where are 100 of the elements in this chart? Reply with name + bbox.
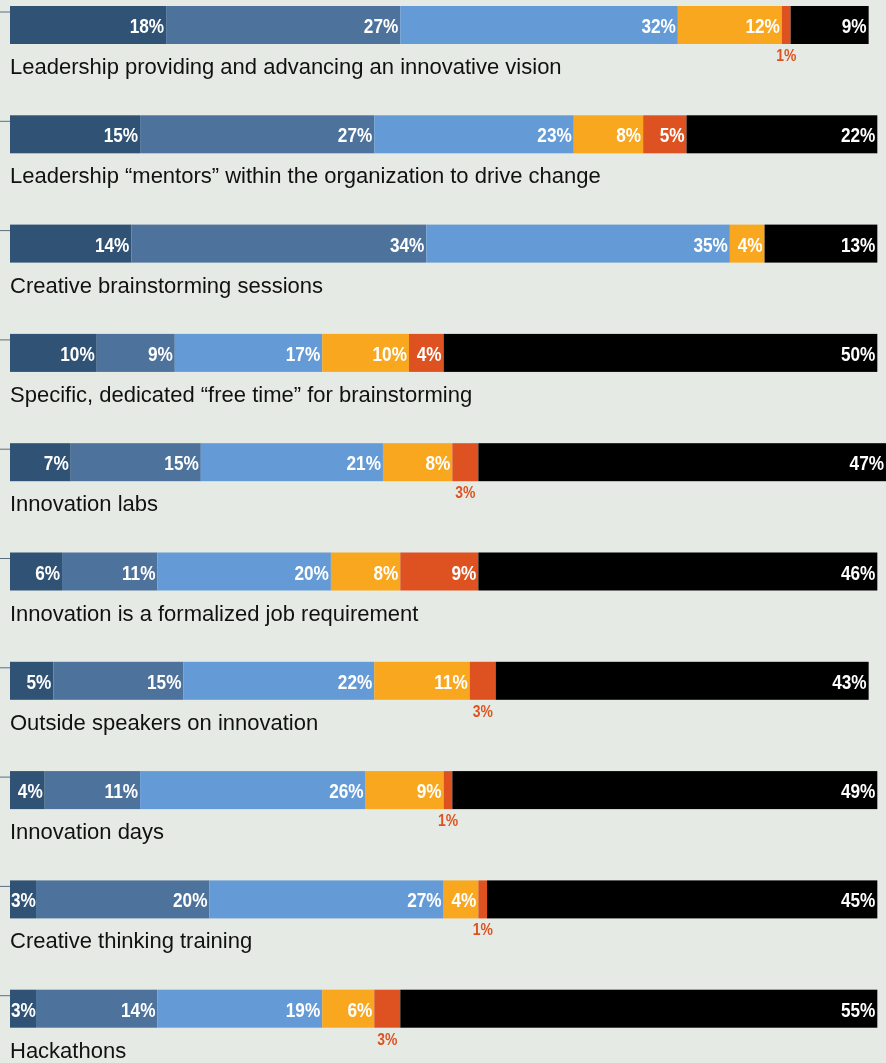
data-label: 1% (472, 920, 493, 939)
data-label: 18% (129, 14, 165, 38)
bar (452, 443, 479, 482)
data-label: 20% (173, 888, 208, 912)
data-label: 47% (849, 451, 884, 475)
data-label: 9% (451, 560, 477, 584)
data-label: 3% (11, 888, 36, 912)
data-label: 4% (17, 779, 43, 803)
bar (183, 661, 375, 700)
y-tick-label: Leadership “mentors” within the organization to drive change (10, 163, 601, 189)
bar (443, 333, 878, 372)
data-label: 3% (455, 482, 476, 502)
bar (157, 989, 323, 1028)
data-label: 27% (337, 123, 373, 147)
bar (200, 443, 383, 482)
bar (400, 989, 878, 1028)
data-label: 45% (840, 888, 876, 912)
bar (686, 115, 878, 154)
data-label: 4% (451, 888, 477, 912)
data-label: 15% (103, 123, 139, 147)
bar (10, 115, 141, 154)
data-label: 9% (416, 779, 442, 803)
data-label: 11% (434, 670, 468, 694)
y-tick-label: Leadership providing and advancing an innovative vision (10, 54, 562, 79)
data-label: 35% (693, 233, 728, 256)
data-label: 27% (363, 14, 399, 38)
bar (62, 552, 158, 591)
data-label: 26% (329, 779, 364, 803)
data-label: 12% (745, 14, 780, 38)
y-tick-label: Innovation is a formalized job requirement (10, 600, 419, 626)
bar (330, 552, 401, 591)
data-label: 27% (407, 888, 442, 912)
bar (10, 333, 97, 372)
bar (322, 333, 409, 372)
bar (131, 224, 427, 263)
data-label: 9% (841, 14, 867, 38)
bar (400, 6, 678, 44)
bar (469, 661, 496, 700)
bar (44, 771, 141, 810)
data-label: 3% (472, 701, 493, 721)
bar (487, 880, 878, 919)
y-tick-label: Specific, dedicated “free time” for brainstorming (10, 381, 473, 407)
data-label: 22% (840, 123, 876, 147)
bar (36, 989, 158, 1028)
data-label: 10% (60, 342, 95, 366)
data-label: 5% (659, 123, 685, 147)
data-label: 15% (147, 670, 182, 694)
data-label: 8% (425, 451, 451, 475)
data-label: 19% (285, 998, 321, 1022)
y-tick-label: Creative thinking training (10, 928, 253, 954)
data-label: 23% (537, 123, 572, 147)
data-label: 6% (347, 998, 373, 1022)
bar (382, 443, 453, 482)
bar (452, 771, 878, 810)
bar (495, 661, 869, 700)
bar (374, 115, 574, 154)
bar (443, 771, 453, 810)
data-label: 46% (840, 560, 876, 584)
bar (790, 6, 869, 44)
data-label: 20% (294, 560, 329, 584)
bar (53, 661, 184, 700)
data-label: 34% (389, 233, 425, 256)
data-label: 6% (35, 560, 61, 584)
bar (140, 115, 375, 154)
y-tick-label: Hackathons (10, 1037, 127, 1063)
data-label: 21% (346, 451, 381, 475)
data-label: 43% (832, 670, 867, 694)
bar (365, 771, 444, 810)
data-label: 14% (121, 998, 156, 1022)
data-label: 32% (641, 14, 676, 38)
y-tick-label: Innovation labs (10, 491, 158, 517)
data-label: 11% (121, 560, 156, 584)
data-label: 3% (11, 998, 36, 1022)
data-label: 49% (840, 779, 876, 803)
data-label: 17% (285, 342, 321, 366)
bar (70, 443, 201, 482)
data-label: 55% (840, 998, 876, 1022)
bar (10, 6, 167, 44)
y-tick-label: Innovation days (10, 819, 165, 845)
data-label: 4% (737, 233, 763, 256)
bar (478, 552, 878, 591)
data-label: 1% (437, 810, 459, 830)
data-label: 5% (26, 670, 52, 694)
bar (400, 552, 479, 591)
data-label: 13% (840, 233, 876, 256)
data-label: 1% (776, 45, 797, 65)
bar (174, 333, 323, 372)
y-tick-label: Creative brainstorming sessions (10, 272, 324, 298)
data-label: 9% (147, 342, 173, 366)
bar (781, 6, 791, 44)
bar (157, 552, 331, 591)
bar (96, 333, 175, 372)
bar (764, 224, 878, 263)
data-label: 8% (616, 123, 642, 147)
bar (166, 6, 401, 44)
bar (426, 224, 730, 263)
data-label: 50% (840, 342, 876, 366)
data-label: 10% (372, 342, 407, 366)
bar (209, 880, 444, 919)
bar (10, 443, 71, 482)
